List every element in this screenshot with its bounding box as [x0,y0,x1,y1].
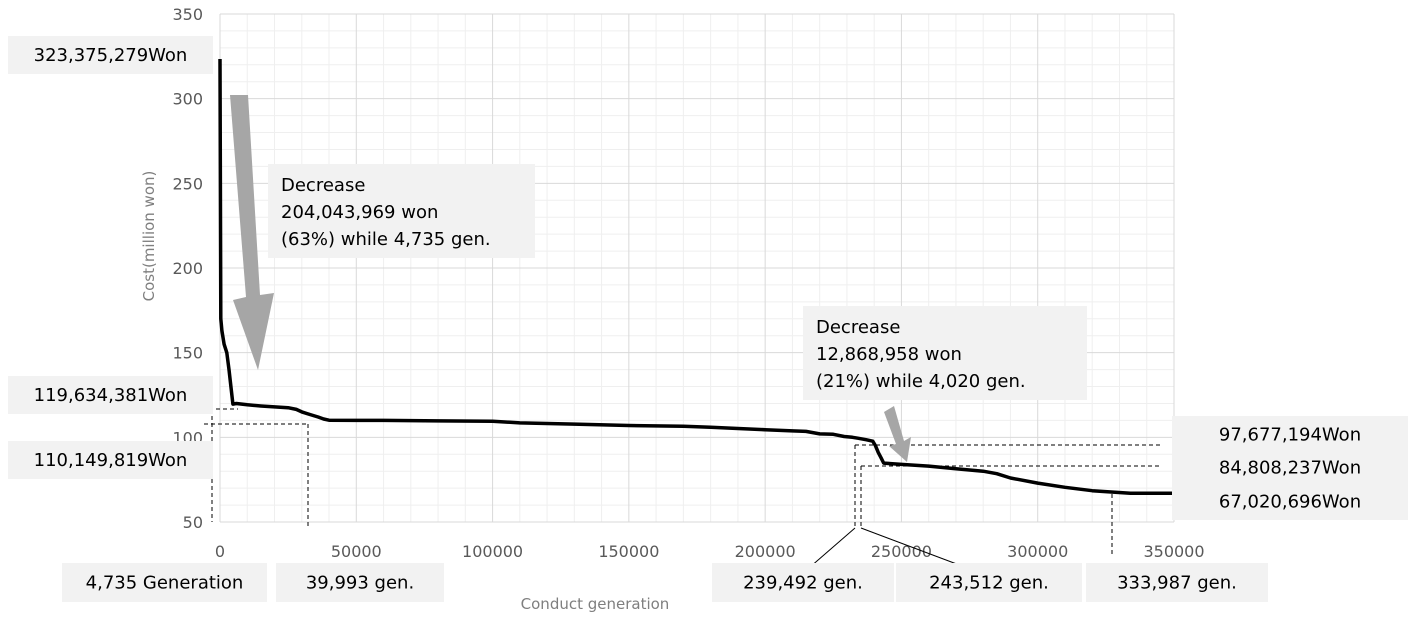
leader-line [860,527,963,567]
x-tick-label: 0 [215,542,225,561]
point-label-box [712,563,894,602]
decrease-arrows [230,95,911,462]
point-label: 110,149,819Won [8,441,213,479]
point-label-text: 39,993 gen. [306,573,414,594]
point-label-box [8,441,213,479]
callout-line: Decrease [816,317,900,338]
point-label: 39,993 gen. [276,563,444,602]
point-label-text: 67,020,696Won [1219,492,1361,513]
y-tick-label: 350 [172,5,203,24]
point-label-box [8,376,213,414]
point-label-text: 239,492 gen. [743,573,863,594]
callout-line: (21%) while 4,020 gen. [816,371,1026,392]
small-decrease-arrow [884,406,911,462]
point-label-box [8,36,213,74]
point-label-box [1172,416,1408,453]
point-label-text: 323,375,279Won [34,45,188,66]
point-label-text: 119,634,381Won [34,385,188,406]
x-tick-label: 200000 [735,542,796,561]
point-label-box [1172,449,1408,486]
callout-line: 12,868,958 won [816,344,962,365]
decrease-callout: Decrease 204,043,969 won (63%) while 4,735… [268,164,535,258]
callout-box [268,164,535,258]
y-tick-label: 300 [172,90,203,109]
large-decrease-arrow [230,95,274,370]
point-label: 239,492 gen. [712,563,894,602]
cost-series-line [218,58,1174,495]
y-tick-label: 200 [172,259,203,278]
y-tick-label: 150 [172,344,203,363]
callout-line: 204,043,969 won [281,202,438,223]
point-label: 333,987 gen. [1086,563,1268,602]
x-tick-label: 350000 [1143,542,1204,561]
point-label: 119,634,381Won [8,376,213,414]
point-label-text: 84,808,237Won [1219,458,1361,479]
point-label-text: 333,987 gen. [1117,573,1237,594]
x-tick-label: 150000 [598,542,659,561]
point-label-box [896,563,1082,602]
decrease-callout: Decrease 12,868,958 won (21%) while 4,020 … [803,306,1087,400]
x-axis-title: Conduct generation [521,595,670,613]
point-label-text: 4,735 Generation [86,573,244,594]
callout-box [803,306,1087,400]
guide-lines [202,408,1160,556]
point-label: 4,735 Generation [62,563,267,602]
decrease-callouts: Decrease 204,043,969 won (63%) while 4,735… [268,164,1087,400]
x-axis-ticks: 0 50000 100000 150000 200000 250000 300000 3500… [215,542,1205,561]
x-tick-label: 250000 [871,542,932,561]
callout-line: Decrease [281,175,365,196]
point-labels: 323,375,279Won 119,634,381Won 110,149,819W… [8,36,1408,602]
y-tick-label: 250 [172,174,203,193]
point-label-box [1172,483,1408,520]
point-label-box [62,563,267,602]
callout-line: (63%) while 4,735 gen. [281,229,491,250]
point-label: 323,375,279Won [8,36,213,74]
point-label-box [1086,563,1268,602]
x-tick-label: 300000 [1007,542,1068,561]
y-tick-label: 50 [183,513,203,532]
point-label-text: 97,677,194Won [1219,425,1361,446]
major-gridlines [219,13,1175,523]
point-label: 84,808,237Won [1172,449,1408,486]
point-label: 67,020,696Won [1172,483,1408,520]
x-tick-label: 100000 [462,542,523,561]
y-axis-title: Cost(million won) [140,171,158,302]
point-label-box [276,563,444,602]
point-label: 97,677,194Won [1172,416,1408,453]
point-label-text: 110,149,819Won [34,450,188,471]
point-label: 243,512 gen. [896,563,1082,602]
x-tick-label: 50000 [331,542,382,561]
point-label-text: 243,512 gen. [929,573,1049,594]
